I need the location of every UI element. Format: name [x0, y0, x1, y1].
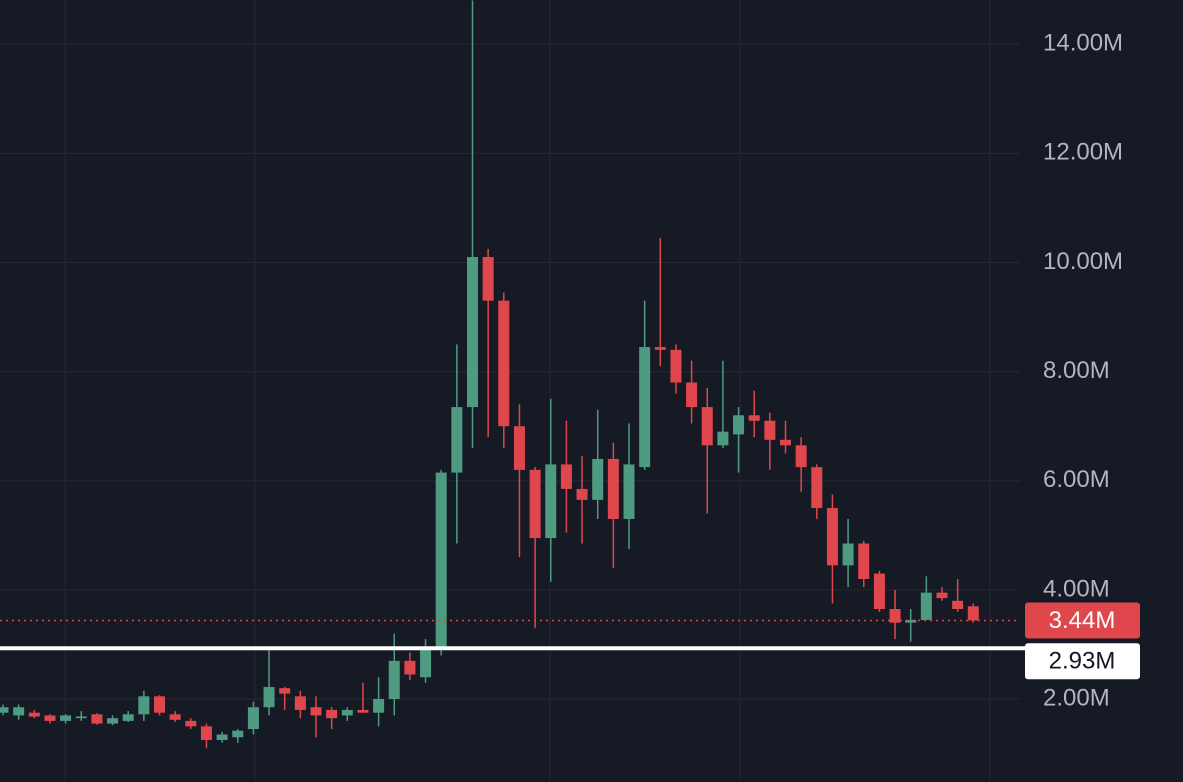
candle-body — [467, 257, 478, 408]
y-tick-label: 2.00M — [1043, 684, 1110, 711]
candle-body — [858, 543, 870, 579]
candle-body — [717, 431, 729, 446]
candle-body — [623, 464, 635, 519]
y-tick-label: 10.00M — [1043, 248, 1123, 275]
candle-body — [247, 707, 259, 730]
candle-body — [13, 707, 25, 716]
candle-body — [873, 573, 885, 610]
last-price-tag — [1025, 602, 1140, 639]
y-tick-label: 14.00M — [1043, 30, 1123, 57]
candle-body — [107, 718, 119, 724]
candle-body — [576, 488, 588, 500]
candle-body — [967, 606, 979, 621]
candle-body — [780, 439, 791, 446]
candle-body — [341, 709, 353, 716]
candle-body — [404, 660, 416, 675]
candle-body — [592, 458, 604, 500]
y-tick-label: 6.00M — [1043, 466, 1110, 493]
candle-body — [545, 464, 557, 539]
candle-body — [28, 712, 40, 717]
candle-body — [670, 349, 682, 383]
y-tick-label: 4.00M — [1043, 575, 1110, 602]
candle-body — [420, 649, 432, 678]
candle-body — [169, 714, 181, 720]
candle-body — [294, 696, 306, 710]
candle-body — [513, 426, 525, 470]
candle-body — [920, 592, 932, 620]
candle-body — [748, 415, 760, 421]
candle-body — [498, 300, 510, 427]
candle-body — [60, 715, 72, 721]
candle-body — [795, 445, 807, 468]
candle-body — [560, 464, 572, 489]
candle-body — [0, 707, 9, 713]
candle-body — [279, 688, 291, 694]
time-grid — [64, 0, 991, 782]
candle-body — [75, 716, 87, 719]
candle-body — [889, 609, 901, 623]
candle-body — [701, 407, 713, 446]
candle-body — [232, 730, 244, 738]
candle-body — [686, 382, 698, 408]
candle-body — [185, 720, 197, 727]
candle-body — [435, 472, 447, 648]
candle-body — [216, 734, 228, 740]
candle-body — [811, 467, 823, 509]
candle-body — [357, 709, 369, 713]
candle-body — [326, 709, 338, 719]
horizontal-line-label: 2.93M — [1049, 648, 1116, 675]
y-tick-label: 12.00M — [1043, 139, 1123, 166]
candle-body — [91, 714, 103, 724]
candle-body — [733, 415, 745, 435]
candle-body — [936, 592, 948, 599]
candle-body — [154, 696, 165, 713]
candle-body — [952, 600, 964, 610]
candle-body — [905, 619, 917, 623]
candle-body — [451, 407, 463, 473]
candle-body — [373, 699, 385, 713]
candle-body — [654, 347, 666, 350]
candle-body — [310, 707, 322, 716]
candle-body — [826, 508, 838, 566]
candle-body — [388, 660, 400, 700]
last-price-label: 3.44M — [1049, 607, 1116, 634]
candle-body — [842, 543, 854, 566]
candle-body — [482, 257, 494, 301]
candle-body — [607, 458, 619, 519]
candle-body — [764, 420, 776, 440]
candle-body — [138, 696, 150, 715]
candle-body — [263, 687, 275, 708]
candle-body — [122, 714, 134, 721]
candle-body — [200, 726, 212, 740]
candle-body — [639, 347, 651, 468]
candle-body — [44, 715, 56, 721]
candle-body — [529, 469, 541, 539]
horizontal-line-tag — [1025, 643, 1140, 680]
y-tick-label: 8.00M — [1043, 357, 1110, 384]
